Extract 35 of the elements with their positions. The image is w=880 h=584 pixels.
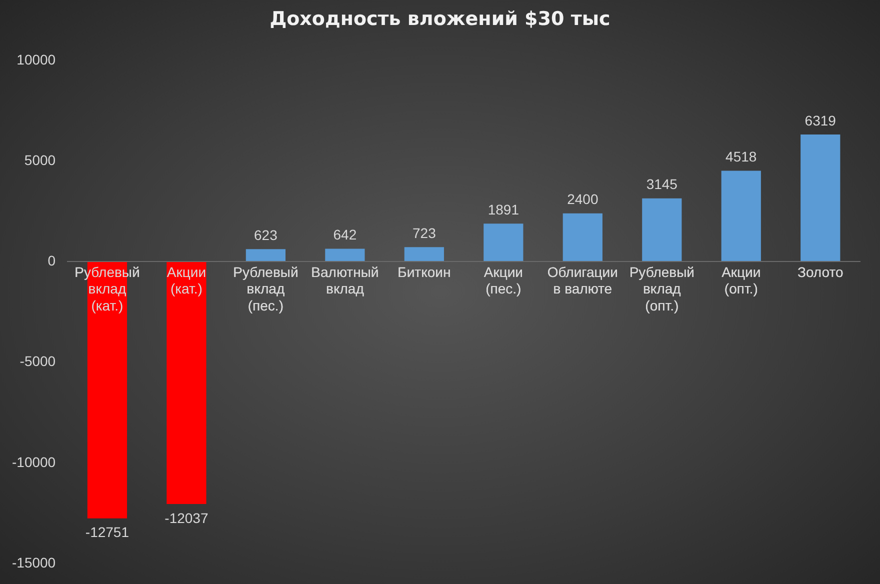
bar xyxy=(404,247,444,262)
y-tick-label: -15000 xyxy=(12,554,56,570)
y-tick-label: -5000 xyxy=(20,353,56,370)
data-label: 642 xyxy=(333,226,357,243)
x-tick-label: Рублевый вклад (пес.) xyxy=(233,264,298,314)
x-tick-label: Облигации в валюте xyxy=(547,264,618,297)
data-label: 6319 xyxy=(804,112,836,128)
x-tick-label: Золото xyxy=(797,264,844,280)
data-label: 3145 xyxy=(646,176,678,192)
bar xyxy=(484,224,524,262)
x-tick-label: Биткоин xyxy=(398,264,451,280)
bar xyxy=(166,262,206,504)
x-tick-label: Рублевый вклад (опт.) xyxy=(629,264,694,314)
data-label: -12037 xyxy=(164,510,208,526)
data-label: -12751 xyxy=(85,524,130,540)
chart-title: Доходность вложений $30 тыс xyxy=(268,8,612,30)
data-label: 2400 xyxy=(567,191,598,208)
x-tick-label: Акции (пес.) xyxy=(484,264,523,297)
y-tick-label: 5000 xyxy=(24,152,56,168)
bar xyxy=(721,170,761,262)
y-tick-label: -10000 xyxy=(12,454,56,470)
bar xyxy=(800,134,840,262)
y-tick-label: 10000 xyxy=(16,51,56,68)
bar xyxy=(562,213,602,262)
data-label: 723 xyxy=(412,224,436,241)
bar xyxy=(246,249,286,262)
x-tick-label: Валютный вклад xyxy=(311,264,379,297)
bar xyxy=(642,198,682,262)
y-tick-label: 0 xyxy=(48,252,56,269)
data-label: 623 xyxy=(254,227,278,243)
x-tick-label: Акции (опт.) xyxy=(722,264,761,297)
data-label: 1891 xyxy=(488,201,520,218)
data-label: 4518 xyxy=(726,148,757,165)
x-tick-label: Акции (кат.) xyxy=(166,264,206,297)
bar xyxy=(325,248,365,262)
